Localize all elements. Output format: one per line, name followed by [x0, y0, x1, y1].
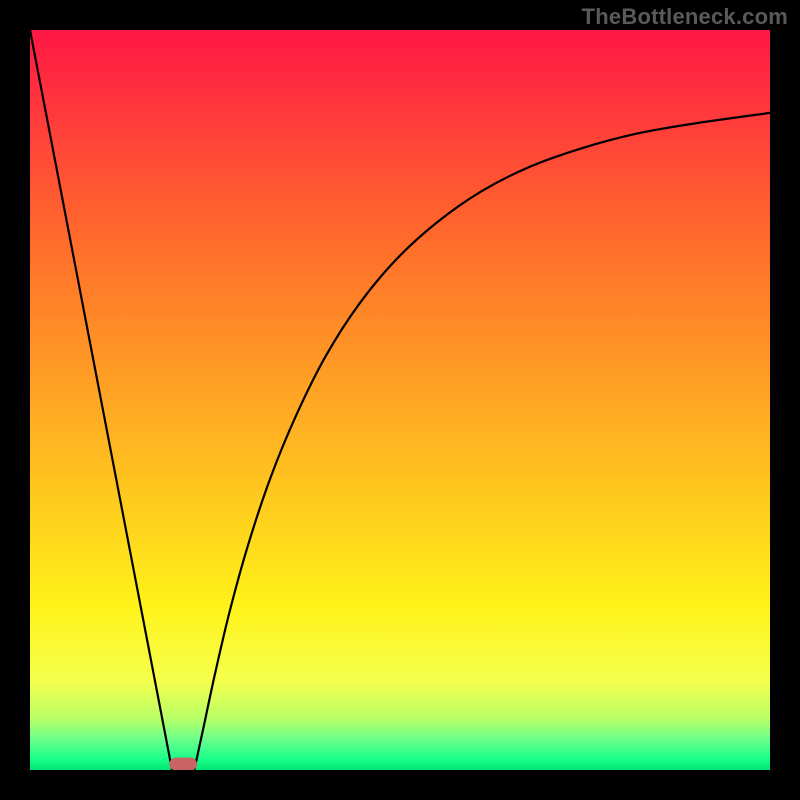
gradient-background [30, 30, 770, 770]
chart-container: TheBottleneck.com [0, 0, 800, 800]
plot-area [30, 30, 770, 770]
plot-svg [30, 30, 770, 770]
watermark-text: TheBottleneck.com [582, 4, 788, 30]
minimum-marker [170, 758, 197, 770]
